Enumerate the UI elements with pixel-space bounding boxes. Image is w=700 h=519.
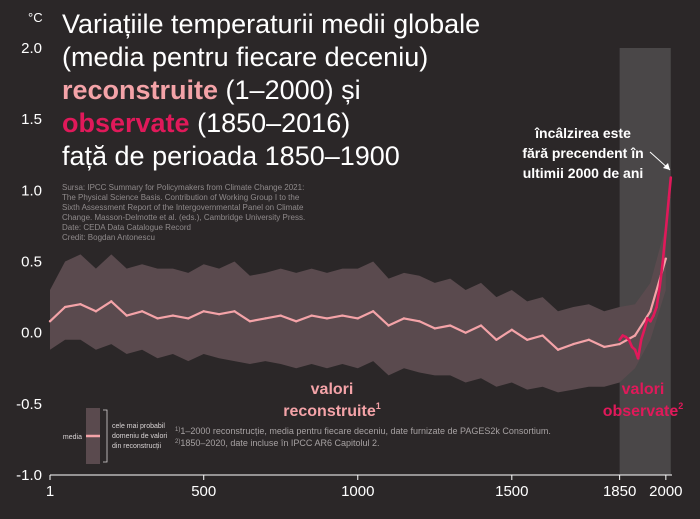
footnote-2: 2)1850–2020, date incluse în IPCC AR6 Ca… <box>175 438 379 448</box>
footnote-1: 1)1–2000 reconstrucție, media pentru fie… <box>175 426 551 436</box>
y-tick-label: 0.0 <box>21 325 42 342</box>
title-line-4: observate (1850–2016) <box>62 108 350 138</box>
footnote-2-sup: 2) <box>175 439 180 445</box>
source-line-4: Change. Masson-Delmotte et al. (eds.), C… <box>62 213 305 222</box>
title-line-5: față de perioada 1850–1900 <box>62 141 400 171</box>
reconstruction-uncertainty-band <box>50 225 666 393</box>
footnote-1-text: 1–2000 reconstrucție, media pentru fieca… <box>180 426 551 436</box>
y-tick-label: 0.5 <box>21 254 42 271</box>
observed-point <box>652 314 655 317</box>
y-tick-label: -1.0 <box>16 467 42 484</box>
observed-point <box>664 228 668 232</box>
footnote-1-sup: 1) <box>175 427 180 433</box>
reconstructed-label-line-1: valori <box>311 381 354 398</box>
observed-point <box>624 335 628 339</box>
reconstructed-label-line-2: reconstruite1 <box>283 401 380 420</box>
unprecedented-annotation-line-3: ultimii 2000 de ani <box>523 165 644 181</box>
legend-median-label: media <box>63 434 82 441</box>
title-line-1: Variațiile temperaturii medii globale <box>62 9 480 39</box>
observed-point <box>669 176 673 179</box>
unprecedented-annotation-line-1: încâlzirea este <box>534 125 631 141</box>
observed-label-line-1: valori <box>622 381 665 398</box>
title-line-4-rest: (1850–2016) <box>190 108 351 138</box>
observed-point <box>636 356 640 360</box>
y-axis-unit: °C <box>28 10 43 25</box>
y-tick-label: 1.0 <box>21 182 42 199</box>
x-axis-ticks: 1 500 1000 1500 1850 2000 <box>46 475 683 500</box>
source-line-6: Credit: Bogdan Antonescu <box>62 233 155 242</box>
observed-points <box>618 176 673 360</box>
observed-point <box>649 319 652 323</box>
observed-point <box>630 345 634 349</box>
observed-point <box>658 285 661 289</box>
reconstructed-series-line <box>49 258 667 351</box>
title-observed-highlight: observate <box>62 108 190 138</box>
source-line-5: Date: CEDA Data Catalogue Record <box>62 223 191 232</box>
observed-label-line-2: observate2 <box>603 401 684 420</box>
y-axis-ticks: -1.0 -0.5 0.0 0.5 1.0 1.5 2.0 <box>16 40 42 484</box>
annotation-arrow-head-icon <box>663 163 670 170</box>
x-tick-label: 1000 <box>341 483 374 500</box>
observed-point <box>655 305 658 309</box>
reconstructed-label-sup: 1 <box>376 401 381 411</box>
legend-range-line-2: domeniu de valori <box>112 433 168 440</box>
observed-point <box>667 196 671 199</box>
footnote-2-text: 1850–2020, date incluse în IPCC AR6 Capi… <box>180 438 379 448</box>
x-tick-label: 1 <box>46 483 54 500</box>
x-tick-label: 1500 <box>495 483 528 500</box>
title-reconstructed-highlight: reconstruite <box>62 75 218 105</box>
title-line-3-rest: (1–2000) și <box>218 75 361 105</box>
y-tick-label: 1.5 <box>21 111 42 128</box>
y-tick-label: -0.5 <box>16 396 42 413</box>
observed-point <box>633 348 637 352</box>
y-tick-label: 2.0 <box>21 40 42 57</box>
unprecedented-annotation-line-2: fără precendent în <box>522 145 643 161</box>
observed-point <box>621 334 625 337</box>
observed-label-text: observate <box>603 403 679 420</box>
observed-point <box>646 317 649 320</box>
observed-point <box>642 328 646 332</box>
legend-bracket <box>103 409 108 463</box>
source-line-2: The Physical Science Basis. Contribution… <box>62 193 300 202</box>
observed-point <box>661 260 665 263</box>
source-line-3: Sixth Assessment Report of the Intergove… <box>62 203 304 212</box>
x-tick-label: 2000 <box>649 483 682 500</box>
x-tick-label: 1850 <box>603 483 636 500</box>
legend-range-line-3: din reconstrucții <box>112 443 161 450</box>
x-tick-label: 500 <box>191 483 216 500</box>
legend-range-line-1: cele mai probabil <box>112 423 165 430</box>
source-line-1: Sursa: IPCC Summary for Policymakers fro… <box>62 183 304 192</box>
observed-label-sup: 2 <box>678 401 683 411</box>
title-line-3: reconstruite (1–2000) și <box>62 75 361 105</box>
title-line-2: (media pentru fiecare deceniu) <box>62 42 428 72</box>
reconstructed-label-text: reconstruite <box>283 403 376 420</box>
observed-point <box>639 338 643 342</box>
observed-point <box>618 338 621 342</box>
observed-point <box>627 338 631 342</box>
